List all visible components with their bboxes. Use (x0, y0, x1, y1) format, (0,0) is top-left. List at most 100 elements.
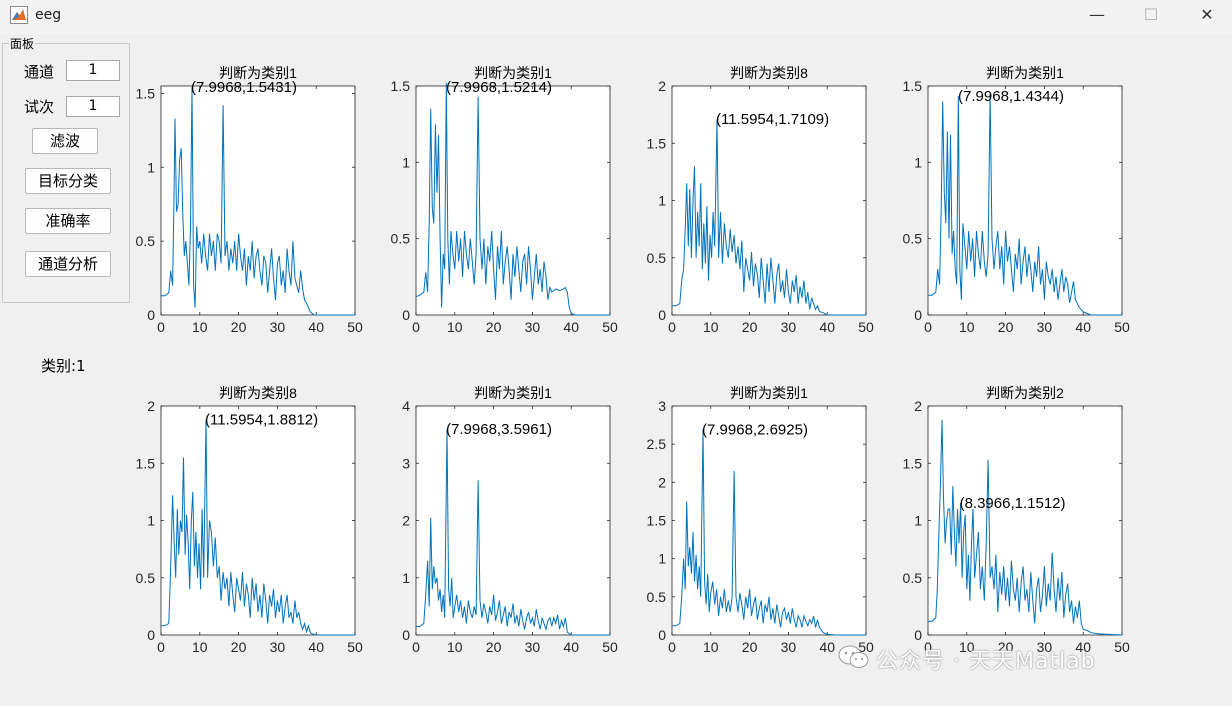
y-tick-label: 0 (147, 307, 155, 323)
y-tick-label: 0.5 (136, 233, 156, 249)
x-tick-label: 50 (858, 319, 874, 335)
x-tick-label: 30 (525, 639, 541, 655)
y-tick-label: 2 (658, 474, 666, 490)
peak-annotation: (7.9968,1.5431) (191, 79, 297, 96)
title-bar: eeg — ☐ ✕ (0, 0, 1232, 34)
y-tick-label: 0.5 (903, 570, 923, 586)
y-tick-label: 1.5 (391, 78, 411, 94)
x-tick-label: 10 (192, 639, 208, 655)
y-tick-label: 1.5 (647, 135, 667, 151)
matlab-app-icon (10, 6, 28, 24)
x-tick-label: 40 (563, 319, 579, 335)
x-tick-label: 30 (781, 639, 797, 655)
y-tick-label: 1.5 (136, 85, 156, 101)
y-tick-label: 4 (402, 398, 410, 414)
classify-button[interactable]: 目标分类 (25, 168, 111, 194)
peak-annotation: (11.5954,1.7109) (716, 111, 829, 128)
class-result-label: 类别:1 (41, 357, 86, 375)
x-tick-label: 20 (998, 319, 1014, 335)
x-tick-label: 10 (703, 319, 719, 335)
maximize-button[interactable]: ☐ (1143, 5, 1159, 24)
x-tick-label: 40 (819, 319, 835, 335)
window-title: eeg (35, 7, 62, 23)
x-tick-label: 0 (924, 639, 932, 655)
y-tick-label: 0.5 (391, 231, 411, 247)
x-tick-label: 10 (192, 319, 208, 335)
x-tick-label: 0 (157, 319, 165, 335)
y-tick-label: 2.5 (647, 436, 667, 452)
x-tick-label: 0 (412, 319, 420, 335)
series-line (415, 82, 610, 316)
x-tick-label: 10 (703, 639, 719, 655)
channel-analysis-button[interactable]: 通道分析 (25, 251, 111, 277)
x-tick-label: 20 (231, 319, 247, 335)
filter-button[interactable]: 滤波 (32, 128, 98, 154)
plot-title: 判断为类别2 (986, 385, 1064, 401)
minimize-button[interactable]: — (1089, 5, 1105, 24)
close-button[interactable]: ✕ (1200, 5, 1214, 24)
subplot-3: 0 10 20 30 40 50 0 0.5 1 1.5 2 判断为类别8 (11.5954,1.710… (647, 65, 874, 335)
trial-input[interactable]: 1 (66, 96, 120, 117)
x-tick-label: 50 (347, 639, 363, 655)
y-tick-label: 1 (147, 159, 155, 175)
x-tick-label: 30 (270, 639, 286, 655)
y-tick-label: 0 (402, 307, 410, 323)
subplot-4: 0 10 20 30 40 50 0 0.5 1 1.5 判断为类别1 (7.9968,1.4344) (903, 65, 1130, 335)
x-tick-label: 20 (486, 319, 502, 335)
x-tick-label: 30 (525, 319, 541, 335)
peak-annotation: (7.9968,1.4344) (958, 88, 1064, 105)
accuracy-button[interactable]: 准确率 (25, 208, 111, 234)
peak-annotation: (11.5954,1.8812) (205, 412, 318, 429)
series-line (672, 119, 866, 316)
x-tick-label: 0 (924, 319, 932, 335)
subplot-6: 0 10 20 30 40 50 0 1 2 3 4 判断为类别1 (7.9968,3.5961) (402, 385, 618, 655)
y-tick-label: 1 (658, 551, 666, 567)
x-tick-label: 40 (308, 319, 324, 335)
y-tick-label: 1 (914, 154, 922, 170)
plot-title: 判断为类别8 (730, 65, 808, 81)
y-tick-label: 2 (658, 78, 666, 94)
axes-box (160, 405, 356, 636)
series-line (672, 429, 866, 636)
axes-box (160, 85, 356, 316)
x-tick-label: 20 (742, 639, 758, 655)
y-tick-label: 0 (658, 627, 666, 643)
watermark-text: 公众号 · 天天Matlab (876, 649, 1096, 674)
series-line (161, 419, 355, 636)
y-tick-label: 1 (147, 513, 155, 529)
x-tick-label: 50 (602, 319, 618, 335)
x-tick-label: 10 (447, 639, 463, 655)
x-tick-label: 30 (781, 319, 797, 335)
x-tick-label: 20 (231, 639, 247, 655)
y-tick-label: 3 (658, 398, 666, 414)
subplot-1: 0 10 20 30 40 50 0 0.5 1 1.5 判断为类别1(7.9968,1.5431) (136, 65, 363, 335)
y-tick-label: 0.5 (647, 250, 667, 266)
series-line (928, 419, 1123, 636)
x-tick-label: 20 (486, 639, 502, 655)
x-tick-label: 40 (1075, 639, 1091, 655)
y-tick-label: 0 (914, 307, 922, 323)
peak-annotation: (7.9968,1.5214) (446, 79, 552, 96)
plot-title: 判断为类别1 (730, 385, 808, 401)
y-tick-label: 0 (914, 627, 922, 643)
plot-title: 判断为类别1 (474, 385, 552, 401)
x-tick-label: 20 (742, 319, 758, 335)
y-tick-label: 1 (914, 513, 922, 529)
channel-input[interactable]: 1 (66, 60, 120, 81)
subplot-5: 0 10 20 30 40 50 0 0.5 1 1.5 2 判断为类别8 (11.5954,1.881… (136, 385, 363, 655)
x-tick-label: 50 (1114, 319, 1130, 335)
y-tick-label: 3 (402, 455, 410, 471)
x-tick-label: 40 (1075, 319, 1091, 335)
plot-title: 判断为类别1 (474, 65, 552, 81)
subplot-2: 0 10 20 30 40 50 0 0.5 1 1.5 判断为类别1(7.9968,1.5214) (391, 65, 618, 335)
axes-box (415, 85, 611, 316)
x-tick-label: 0 (412, 639, 420, 655)
x-tick-label: 40 (563, 639, 579, 655)
subplot-8: 0 10 20 30 40 50 0 0.5 1 1.5 2 判断为类别2 (8.3966,1.1512… (903, 385, 1130, 655)
x-tick-label: 30 (270, 319, 286, 335)
y-tick-label: 2 (402, 513, 410, 529)
y-tick-label: 0.5 (903, 231, 923, 247)
peak-annotation: (8.3966,1.1512) (960, 495, 1066, 512)
x-tick-label: 40 (819, 639, 835, 655)
series-line (161, 86, 355, 316)
